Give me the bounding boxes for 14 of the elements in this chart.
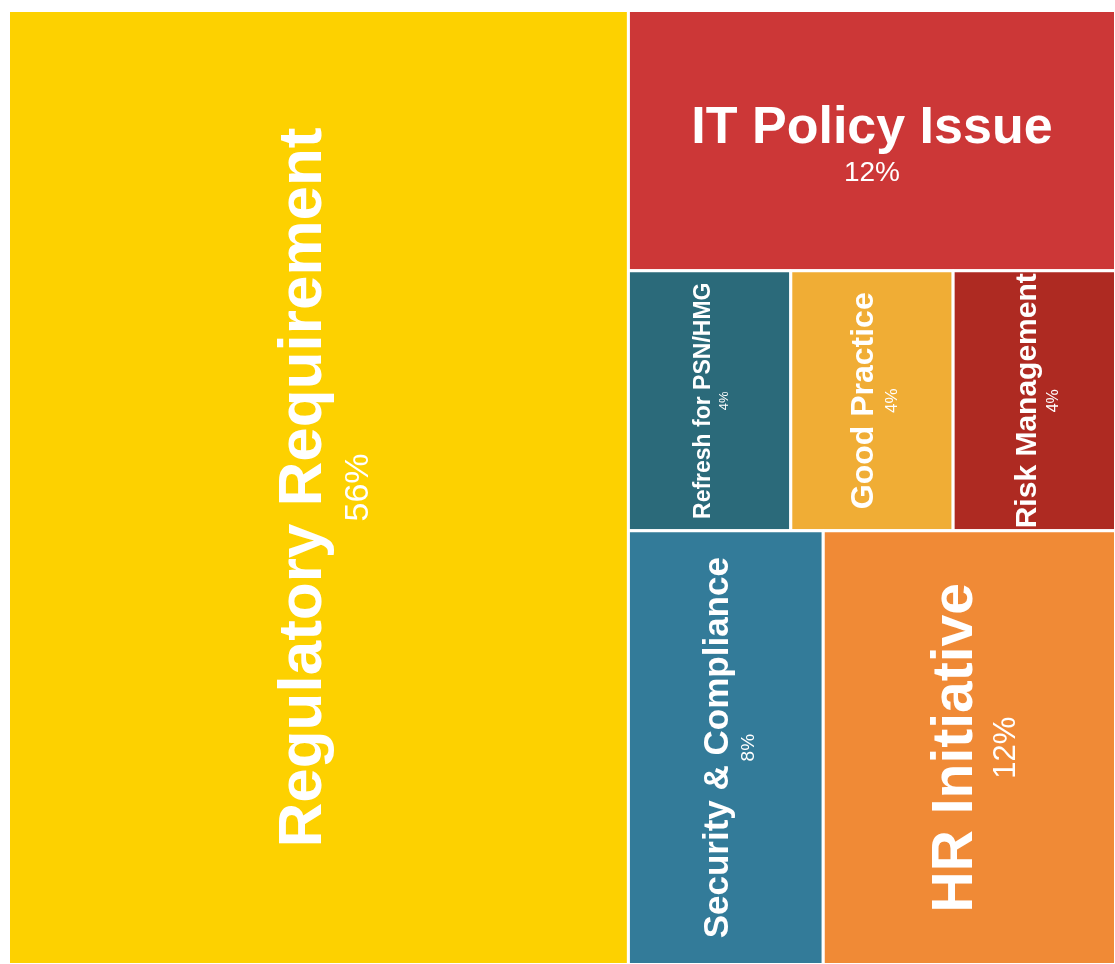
category-label: Risk Management xyxy=(1008,273,1042,529)
category-label: IT Policy Issue xyxy=(691,95,1053,154)
data-label: 4% xyxy=(716,390,732,411)
data-label: 12% xyxy=(843,156,900,188)
category-label: Refresh for PSN/HMG xyxy=(689,282,716,519)
data-label: 4% xyxy=(1043,389,1061,413)
data-label: 8% xyxy=(736,733,758,762)
category-label: Security & Compliance xyxy=(695,557,735,939)
data-label: 12% xyxy=(986,716,1022,779)
data-label: 4% xyxy=(881,388,901,414)
category-label: Good Practice xyxy=(844,292,881,510)
data-label: 56% xyxy=(336,453,375,522)
category-label: Regulatory Requirement xyxy=(265,127,335,848)
category-label: HR Initiative xyxy=(920,582,985,913)
